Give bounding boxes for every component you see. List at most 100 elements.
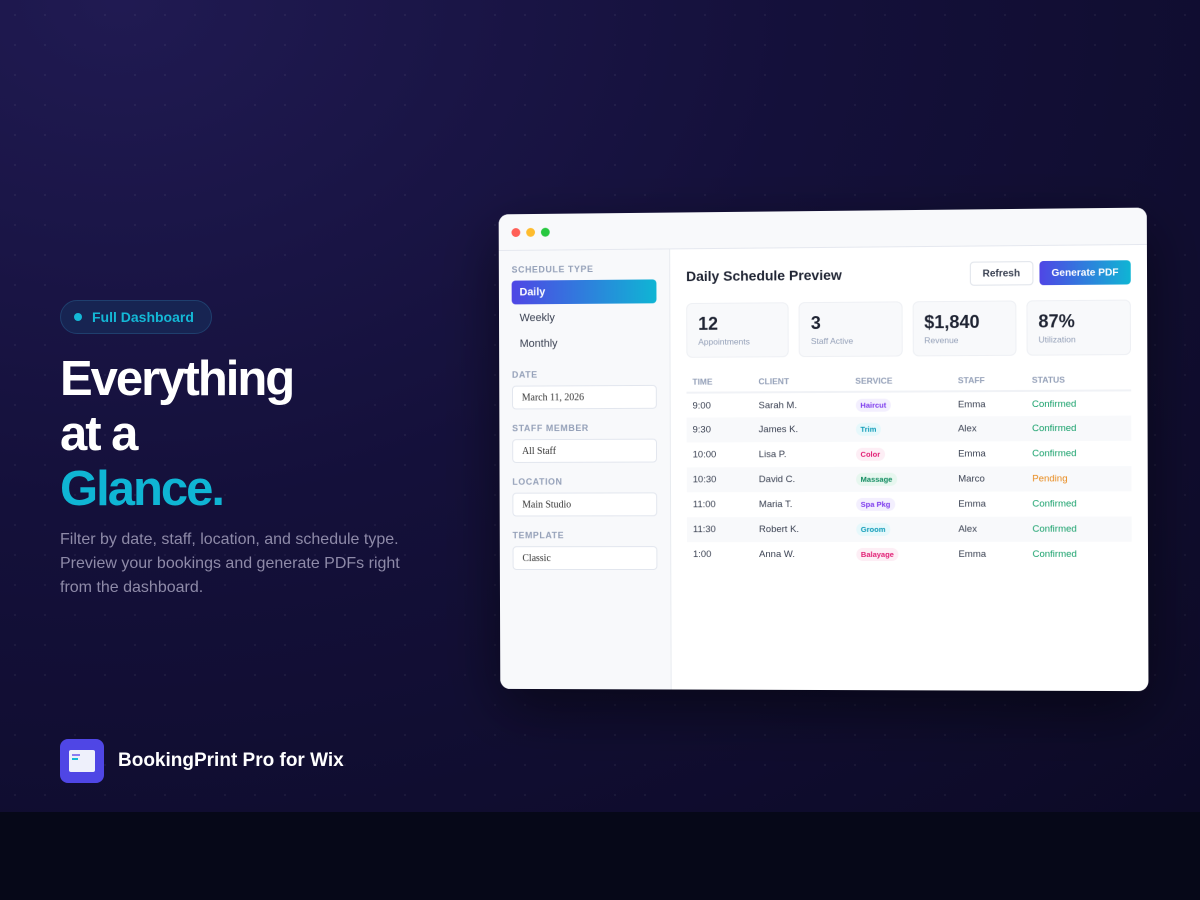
staff-cell: Emma — [957, 398, 986, 410]
service-cell: Color — [849, 442, 952, 467]
service-cell: Massage — [849, 466, 953, 492]
brand-name: BookingPrint Pro for Wix — [118, 750, 344, 771]
stats-row: 12 Appointments 3 Staff Active $1,840 Revenue… — [686, 299, 1132, 358]
stat-value: $1,840 — [924, 311, 980, 333]
schedule-type-weekly[interactable]: Weekly — [519, 312, 555, 325]
status-cell: Confirmed — [1025, 415, 1132, 442]
stat-label: Utilization — [1038, 334, 1076, 345]
time-cell: 11:30 — [686, 517, 754, 543]
client-cell: Anna W. — [759, 549, 795, 561]
schedule-preview: Daily Schedule Preview Refresh Generate P… — [670, 245, 1148, 691]
time-cell: 9:30 — [686, 417, 753, 443]
status-cell: Confirmed — [1032, 498, 1077, 510]
status-cell: Pending — [1026, 466, 1132, 492]
stat-card: $1,840 Revenue — [912, 300, 1017, 357]
table-row[interactable]: 10:00 Lisa P. Color Emma Confirmed — [687, 441, 1132, 468]
column-header: STAFF — [951, 371, 1026, 392]
stat-card: 3 Staff Active — [798, 301, 903, 358]
client-cell: Sarah M. — [758, 399, 798, 411]
stat-value: 87% — [1038, 311, 1075, 332]
headline-line-2: at a — [60, 407, 138, 461]
service-tag: Groom — [855, 522, 891, 536]
table-row[interactable]: 9:00 Sarah M. Haircut Emma Confirmed — [687, 390, 1132, 417]
close-window-icon[interactable] — [511, 227, 521, 237]
schedule-type-monthly[interactable]: Monthly — [519, 337, 558, 350]
client-cell: James K. — [752, 416, 850, 443]
badge-label: Full Dashboard — [92, 309, 194, 325]
schedule-type-label: SCHEDULE TYPE — [511, 264, 594, 275]
status-cell: Confirmed — [1032, 548, 1077, 560]
generate-pdf-button[interactable]: Generate PDF — [1039, 260, 1131, 286]
staff-cell: Alex — [951, 416, 1027, 442]
service-cell: Haircut — [849, 391, 952, 417]
template-label: TEMPLATE — [512, 530, 565, 541]
headline: Everything at a Glance. — [60, 352, 295, 517]
service-tag: Balayage — [855, 547, 899, 561]
service-tag: Haircut — [855, 398, 892, 412]
minimize-window-icon[interactable] — [526, 227, 536, 237]
column-header: CLIENT — [752, 372, 850, 393]
table-row[interactable]: 10:30 David C. Massage Marco Pending — [686, 466, 1132, 493]
stat-label: Revenue — [924, 335, 959, 346]
service-tag: Massage — [855, 472, 898, 486]
time-cell: 10:30 — [686, 467, 753, 493]
service-cell: Groom — [849, 516, 953, 542]
location-select[interactable]: Main Studio — [512, 492, 658, 517]
service-tag: Color — [855, 447, 886, 461]
status-cell: Confirmed — [1031, 398, 1077, 410]
staff-cell: Marco — [952, 466, 1027, 492]
status-cell: Confirmed — [1032, 448, 1077, 460]
document-window-icon — [60, 739, 104, 783]
template-select[interactable]: Classic — [512, 546, 658, 571]
stat-value: 12 — [698, 313, 719, 334]
client-cell: David C. — [752, 466, 850, 493]
window-titlebar — [498, 207, 1147, 252]
filter-sidebar: SCHEDULE TYPE Daily Weekly Monthly DATE … — [498, 249, 672, 690]
column-header: SERVICE — [849, 372, 952, 392]
stat-label: Appointments — [698, 336, 750, 347]
time-cell: 1:00 — [692, 549, 712, 561]
dot-icon — [74, 313, 82, 321]
table-row[interactable]: 9:30 James K. Trim Alex Confirmed — [686, 415, 1132, 443]
staff-cell: Emma — [958, 498, 986, 510]
brand: BookingPrint Pro for Wix — [60, 739, 344, 783]
headline-accent: Glance. — [60, 462, 225, 516]
service-cell: Trim — [849, 416, 953, 442]
page-title: Daily Schedule Preview — [686, 266, 842, 285]
app-window: SCHEDULE TYPE Daily Weekly Monthly DATE … — [498, 207, 1149, 692]
column-header: STATUS — [1025, 371, 1132, 391]
status-cell: Confirmed — [1026, 516, 1132, 542]
feature-badge: Full Dashboard — [60, 300, 212, 334]
stat-value: 3 — [810, 312, 821, 334]
table-row[interactable]: 11:30 Robert K. Groom Alex Confirmed — [686, 516, 1132, 543]
schedule-type-daily[interactable]: Daily — [511, 279, 657, 305]
client-cell: Maria T. — [758, 499, 793, 511]
date-label: DATE — [511, 369, 538, 380]
time-cell: 9:00 — [692, 400, 711, 412]
service-cell: Balayage — [850, 542, 953, 567]
stat-label: Staff Active — [810, 335, 854, 347]
staff-label: STAFF MEMBER — [512, 423, 589, 434]
maximize-window-icon[interactable] — [540, 227, 550, 237]
client-cell: Lisa P. — [758, 449, 787, 461]
staff-cell: Emma — [958, 548, 987, 560]
location-label: LOCATION — [512, 476, 563, 487]
time-cell: 11:00 — [692, 499, 716, 511]
schedule-table: TIME CLIENT SERVICE STAFF STATUS 9:00 Sarah … — [686, 371, 1132, 567]
service-cell: Spa Pkg — [850, 492, 953, 517]
stat-card: 12 Appointments — [686, 302, 789, 358]
hero-description: Filter by date, staff, location, and sch… — [60, 531, 400, 596]
date-field[interactable]: March 11, 2026 — [511, 384, 657, 410]
table-row[interactable]: 1:00 Anna W. Balayage Emma Confirmed — [687, 542, 1132, 567]
refresh-button[interactable]: Refresh — [969, 261, 1034, 286]
column-header: TIME — [686, 373, 753, 393]
service-tag: Spa Pkg — [855, 497, 896, 511]
time-cell: 10:00 — [692, 449, 717, 461]
client-cell: Robert K. — [753, 516, 850, 543]
service-tag: Trim — [855, 422, 882, 436]
staff-cell: Alex — [952, 516, 1027, 542]
staff-cell: Emma — [958, 448, 986, 460]
stat-card: 87% Utilization — [1026, 299, 1132, 356]
staff-select[interactable]: All Staff — [512, 438, 658, 463]
table-row[interactable]: 11:00 Maria T. Spa Pkg Emma Confirmed — [687, 491, 1132, 517]
